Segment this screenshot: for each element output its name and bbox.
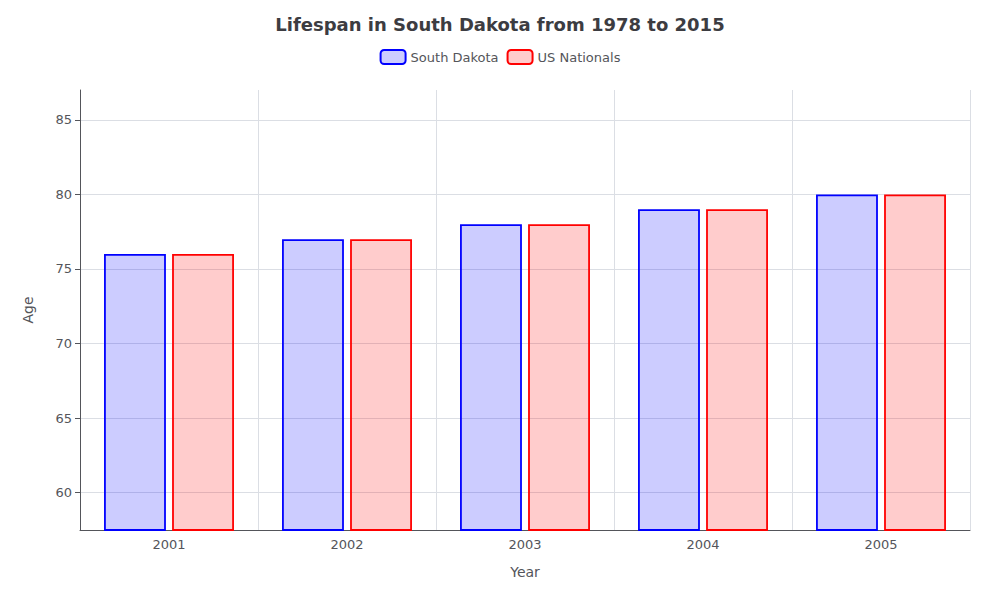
- svg-text:2003: 2003: [508, 537, 541, 552]
- svg-text:2002: 2002: [330, 537, 363, 552]
- svg-text:60: 60: [55, 485, 72, 500]
- svg-text:2005: 2005: [864, 537, 897, 552]
- svg-text:85: 85: [55, 112, 72, 127]
- svg-text:Year: Year: [509, 564, 540, 580]
- svg-text:80: 80: [55, 187, 72, 202]
- svg-text:2004: 2004: [686, 537, 719, 552]
- svg-text:2001: 2001: [152, 537, 185, 552]
- svg-text:65: 65: [55, 411, 72, 426]
- svg-text:Lifespan in South Dakota from: Lifespan in South Dakota from 1978 to 20…: [275, 14, 724, 35]
- svg-text:US Nationals: US Nationals: [538, 50, 621, 65]
- svg-text:75: 75: [55, 261, 72, 276]
- svg-text:Age: Age: [20, 296, 36, 323]
- svg-text:South Dakota: South Dakota: [411, 50, 499, 65]
- svg-text:70: 70: [55, 336, 72, 351]
